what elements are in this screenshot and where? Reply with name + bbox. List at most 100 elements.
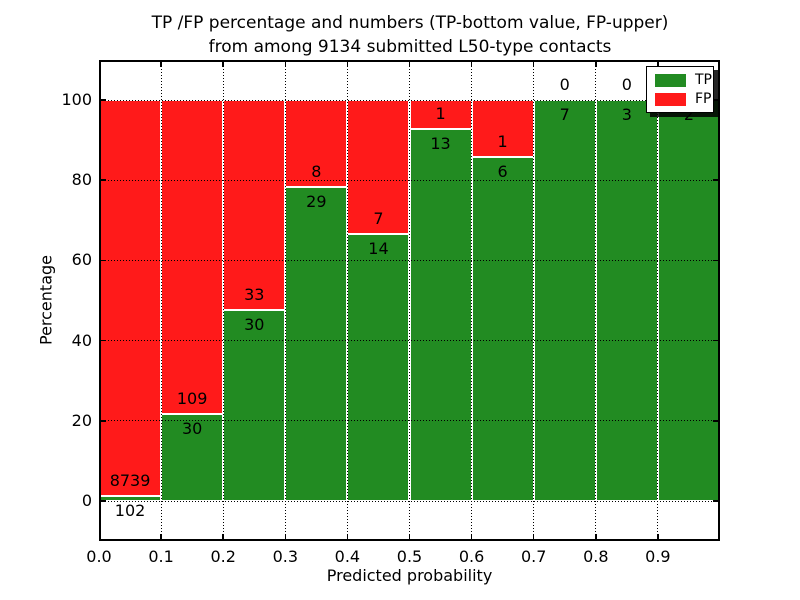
fp-count-label: 0 xyxy=(621,75,632,94)
x-tick-mark xyxy=(222,534,224,541)
x-tick-label: 0.3 xyxy=(272,547,299,566)
x-tick-mark xyxy=(346,60,349,67)
x-tick-label: 0.8 xyxy=(583,547,609,566)
fp-count-label: 109 xyxy=(176,389,208,409)
fp-bar-segment xyxy=(409,100,472,129)
fp-count-label: 1 xyxy=(435,103,446,123)
x-tick-label: 0.9 xyxy=(645,547,671,566)
fp-bar-segment xyxy=(99,100,162,497)
tp-count-label: 30 xyxy=(181,419,203,439)
vertical-gridline xyxy=(284,60,286,541)
horizontal-gridline xyxy=(99,179,720,181)
fp-count-label: 1 xyxy=(497,132,508,152)
x-tick-mark xyxy=(532,60,535,67)
fp-count-label: 7 xyxy=(373,208,384,228)
y-tick-mark xyxy=(713,500,720,502)
tp-count-label: 3 xyxy=(621,105,632,124)
tp-count-label: 7 xyxy=(559,105,570,124)
x-tick-label: 0.1 xyxy=(148,547,174,566)
horizontal-gridline xyxy=(99,99,720,101)
tp-bar-segment xyxy=(657,100,720,501)
fp-count-label: 0 xyxy=(559,75,570,94)
tp-bar-segment xyxy=(595,100,658,501)
tp-count-label: 2 xyxy=(683,105,695,124)
y-tick-mark xyxy=(99,179,106,181)
tp-bar-segment xyxy=(533,100,596,501)
tp-bar-segment xyxy=(161,414,224,501)
x-tick-mark xyxy=(284,534,287,541)
legend-swatch-tp xyxy=(655,73,686,87)
horizontal-gridline xyxy=(99,340,720,342)
x-tick-label: 0.2 xyxy=(210,547,236,566)
horizontal-gridline xyxy=(99,420,720,422)
tp-bar-segment xyxy=(409,128,472,501)
x-tick-mark xyxy=(470,60,473,67)
tp-count-label: 14 xyxy=(368,238,389,258)
y-tick-mark xyxy=(713,179,720,181)
x-tick-mark xyxy=(470,534,473,541)
x-tick-mark xyxy=(222,60,224,67)
legend-label: TP xyxy=(695,72,712,88)
legend: TP FP xyxy=(646,66,714,113)
fp-count-label: 8739 xyxy=(109,471,151,491)
y-tick-mark xyxy=(713,99,720,101)
x-tick-mark xyxy=(595,60,597,67)
vertical-gridline xyxy=(222,60,224,541)
tp-bar-segment xyxy=(223,310,286,501)
y-tick-mark xyxy=(99,99,106,101)
fp-bar-segment xyxy=(471,100,534,158)
y-tick-mark xyxy=(99,500,106,502)
fp-count-label: 8 xyxy=(311,161,322,181)
x-tick-label: 0.0 xyxy=(86,547,112,566)
tp-bar-segment xyxy=(471,157,534,501)
y-tick-label: 80 xyxy=(71,170,92,190)
vertical-gridline xyxy=(409,60,410,541)
x-tick-mark xyxy=(408,60,411,67)
x-tick-mark xyxy=(595,534,597,541)
tp-count-label: 102 xyxy=(114,501,146,521)
tp-bar-segment xyxy=(347,233,410,501)
x-axis-label: Predicted probability xyxy=(326,566,493,585)
chart-title-line1: TP /FP percentage and numbers (TP-bottom… xyxy=(151,13,669,33)
fp-count-label: 33 xyxy=(244,285,265,305)
x-tick-label: 0.4 xyxy=(334,547,361,566)
y-tick-mark xyxy=(99,420,106,422)
x-tick-mark xyxy=(532,534,535,541)
x-tick-label: 0.6 xyxy=(458,547,485,566)
y-tick-label: 40 xyxy=(71,330,92,350)
vertical-gridline xyxy=(533,60,535,541)
x-tick-mark xyxy=(346,534,349,541)
y-tick-mark xyxy=(99,339,106,342)
legend-entry: TP xyxy=(647,72,713,88)
y-tick-mark xyxy=(99,259,106,262)
x-tick-label: 0.7 xyxy=(520,547,547,566)
vertical-gridline xyxy=(471,60,473,541)
x-tick-mark xyxy=(657,534,659,541)
x-tick-mark xyxy=(284,60,287,67)
vertical-gridline xyxy=(657,60,659,541)
x-tick-mark xyxy=(408,534,411,541)
x-tick-mark xyxy=(657,60,659,67)
tp-count-label: 29 xyxy=(306,191,327,211)
tp-bar-segment xyxy=(285,186,348,501)
fp-bar-segment xyxy=(223,100,286,311)
chart-title-line2: from among 9134 submitted L50-type conta… xyxy=(208,37,612,57)
y-tick-label: 100 xyxy=(61,90,92,109)
y-tick-mark xyxy=(713,420,720,422)
plot-area: 8739 102 109 30 33 30 8 29 7 14 1 13 1 6 0 7 0 3 2 xyxy=(99,60,720,541)
tp-count-label: 6 xyxy=(497,162,508,182)
horizontal-gridline xyxy=(99,259,720,261)
y-tick-label: 0 xyxy=(81,491,92,510)
vertical-gridline xyxy=(595,60,597,541)
legend-label: FP xyxy=(695,91,712,107)
horizontal-gridline xyxy=(99,500,720,502)
legend-swatch-fp xyxy=(655,92,686,106)
tp-count-label: 13 xyxy=(430,133,451,153)
y-tick-mark xyxy=(713,339,720,342)
x-tick-mark xyxy=(160,534,162,541)
legend-entry: FP xyxy=(647,91,713,107)
vertical-gridline xyxy=(160,60,162,541)
vertical-gridline xyxy=(346,60,348,541)
y-tick-label: 20 xyxy=(71,410,92,430)
